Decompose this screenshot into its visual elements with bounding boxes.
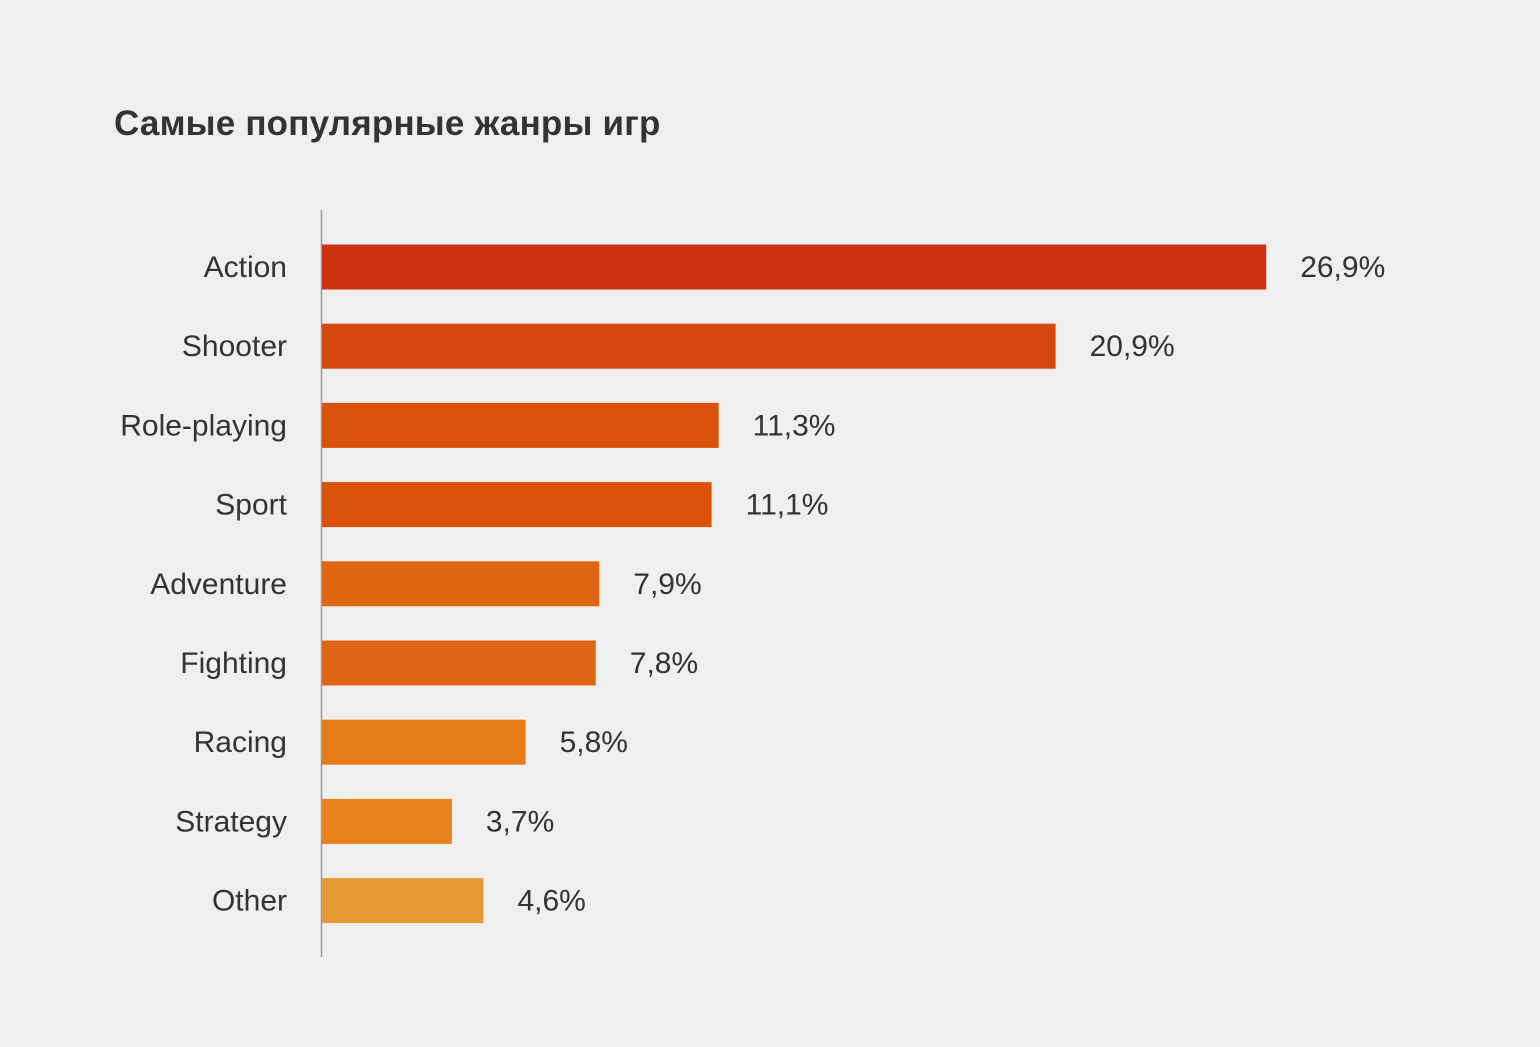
category-label: Fighting <box>180 647 287 680</box>
chart-title: Самые популярные жанры игр <box>114 104 661 143</box>
bar-strategy <box>322 798 452 844</box>
value-label: 26,9% <box>1300 251 1385 284</box>
value-label: 11,1% <box>746 489 829 522</box>
category-label: Role-playing <box>120 409 287 442</box>
category-label: Shooter <box>182 330 287 363</box>
bar-other <box>322 878 484 924</box>
category-label: Sport <box>215 489 287 522</box>
category-label: Other <box>212 885 287 918</box>
category-label: Adventure <box>150 568 287 601</box>
bar-shooter <box>322 323 1056 369</box>
bars-group: Action 26,9% Shooter 20,9% Role-playing 11,3%… <box>120 244 1385 924</box>
bar-fighting <box>322 640 596 686</box>
category-label: Strategy <box>175 805 287 838</box>
category-label: Racing <box>194 726 287 759</box>
category-label: Action <box>204 251 287 284</box>
value-label: 4,6% <box>517 885 585 918</box>
value-label: 3,7% <box>486 805 554 838</box>
value-label: 7,9% <box>633 568 701 601</box>
bar-adventure <box>322 561 600 607</box>
value-label: 11,3% <box>753 409 836 442</box>
bar-racing <box>322 719 526 765</box>
bar-action <box>322 244 1267 290</box>
value-label: 7,8% <box>630 647 698 680</box>
value-label: 20,9% <box>1090 330 1175 363</box>
bar-sport <box>322 482 712 528</box>
bar-role-playing <box>322 402 719 448</box>
value-label: 5,8% <box>560 726 628 759</box>
